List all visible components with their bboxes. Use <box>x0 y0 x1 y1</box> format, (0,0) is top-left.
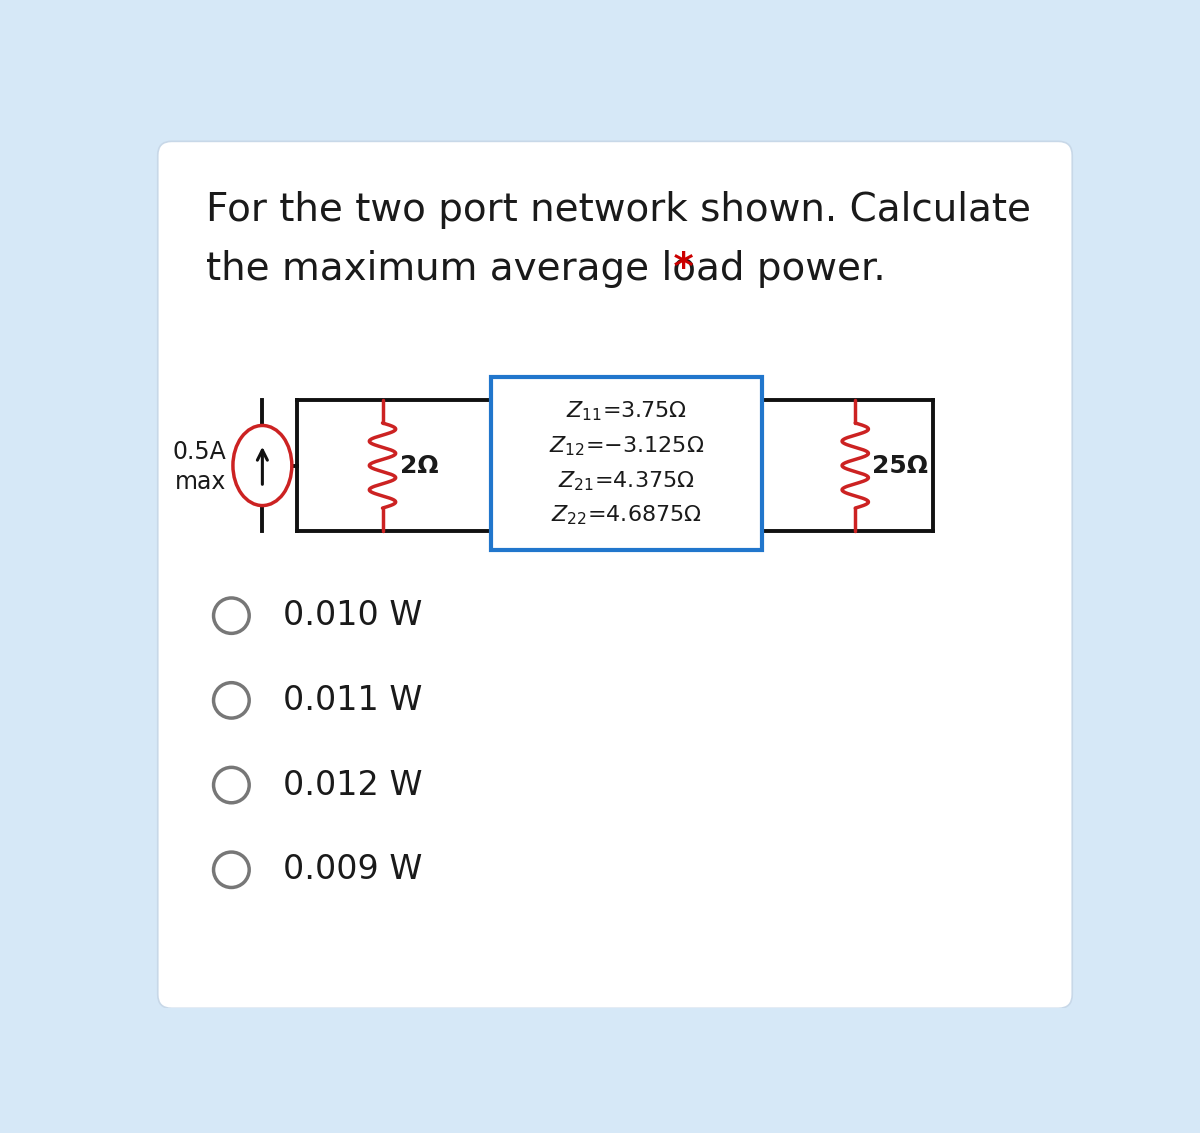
Text: 0.011 W: 0.011 W <box>283 684 422 717</box>
Ellipse shape <box>233 426 292 505</box>
Text: 0.012 W: 0.012 W <box>283 768 422 801</box>
Circle shape <box>214 598 250 633</box>
Text: 2Ω: 2Ω <box>400 453 438 477</box>
Text: 0.009 W: 0.009 W <box>283 853 422 886</box>
Circle shape <box>214 683 250 718</box>
Text: *: * <box>660 250 694 288</box>
Text: 0.010 W: 0.010 W <box>283 599 422 632</box>
Text: the maximum average load power. *: the maximum average load power. * <box>206 250 917 288</box>
Text: the maximum average load power.: the maximum average load power. <box>206 250 886 288</box>
Circle shape <box>214 852 250 887</box>
FancyBboxPatch shape <box>491 377 762 551</box>
Text: 0.5A: 0.5A <box>173 441 227 465</box>
Text: $Z_{12}$=−3.125$\Omega$: $Z_{12}$=−3.125$\Omega$ <box>548 434 704 458</box>
Circle shape <box>214 767 250 803</box>
Text: max: max <box>175 470 227 494</box>
FancyBboxPatch shape <box>157 142 1073 1008</box>
Text: $Z_{11}$=3.75$\Omega$: $Z_{11}$=3.75$\Omega$ <box>566 400 686 424</box>
Text: For the two port network shown. Calculate: For the two port network shown. Calculat… <box>206 190 1031 229</box>
Text: $Z_{22}$=4.6875$\Omega$: $Z_{22}$=4.6875$\Omega$ <box>551 504 702 527</box>
Text: $Z_{21}$=4.375$\Omega$: $Z_{21}$=4.375$\Omega$ <box>558 469 695 493</box>
Text: 25Ω: 25Ω <box>872 453 928 477</box>
